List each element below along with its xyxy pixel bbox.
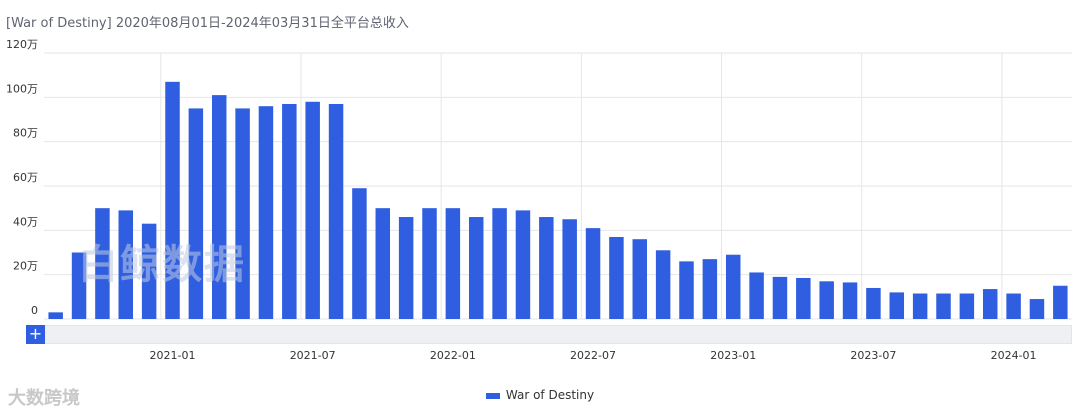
bar-2022-01 (445, 208, 461, 319)
bar-2023-06 (842, 282, 858, 319)
x-tick-label: 2023-01 (710, 349, 756, 362)
x-tick-label: 2022-07 (570, 349, 616, 362)
bar-2023-05 (819, 281, 834, 319)
bar-2022-05 (539, 217, 554, 319)
watermark: 白鲸数据 (78, 242, 246, 288)
bar-2021-05 (258, 106, 274, 319)
bar-2023-03 (772, 276, 788, 319)
y-tick-label: 0 (31, 304, 38, 317)
brand-logo: 大数跨境 (8, 388, 80, 409)
bar-2023-04 (796, 277, 811, 319)
bar-2021-02 (188, 108, 204, 319)
bar-2023-07 (866, 287, 881, 319)
bar-2023-12 (982, 289, 998, 319)
x-tick-label: 2021-01 (150, 349, 196, 362)
y-tick-label: 120万 (6, 38, 38, 51)
y-tick-label: 100万 (6, 82, 38, 95)
bar-2024-02 (1029, 299, 1045, 319)
bar-2023-09 (912, 293, 928, 319)
bar-2022-10 (655, 250, 671, 319)
x-tick-label: 2022-01 (430, 349, 476, 362)
bar-2023-01 (725, 254, 741, 319)
bar-2021-07 (305, 101, 320, 320)
chart-title: [War of Destiny] 2020年08月01日-2024年03月31日… (6, 16, 409, 31)
bar-2021-08 (328, 103, 344, 319)
y-tick-label: 40万 (13, 215, 38, 228)
bar-2021-01 (165, 81, 180, 319)
bar-2021-10 (375, 208, 391, 319)
bar-2021-12 (422, 208, 437, 319)
bar-2021-04 (235, 108, 250, 319)
y-tick-label: 20万 (13, 260, 38, 273)
bar-2022-06 (562, 219, 577, 319)
bar-2021-03 (211, 95, 227, 320)
bar-2022-02 (468, 217, 484, 319)
bar-2022-09 (632, 239, 648, 319)
bar-2021-11 (398, 217, 414, 319)
legend-swatch (485, 392, 500, 399)
bar-2021-06 (282, 103, 297, 319)
bar-chart: 0 20万 40万 60万 80万 100万 120万 2021-01 2021-07 2022-… (6, 38, 1072, 362)
y-tick-label: 80万 (13, 127, 38, 140)
bar-2024-01 (1006, 293, 1021, 319)
bar-2020-10 (95, 208, 110, 319)
bar-2024-03 (1053, 285, 1068, 319)
y-tick-label: 60万 (13, 171, 38, 184)
bar-2022-08 (609, 236, 624, 319)
zoom-slider-track[interactable] (26, 325, 1072, 344)
bar-2022-03 (492, 208, 507, 319)
bar-2020-11 (118, 210, 134, 319)
bar-2023-08 (889, 292, 905, 319)
bar-2023-10 (936, 293, 951, 319)
bar-2022-04 (515, 210, 531, 319)
x-tick-label: 2024-01 (991, 349, 1037, 362)
x-tick-label: 2021-07 (290, 349, 336, 362)
bar-2020-09 (71, 252, 87, 319)
bar-2022-11 (679, 261, 694, 319)
bar-2023-02 (749, 272, 764, 319)
bar-2020-08 (48, 312, 63, 319)
bar-2023-11 (959, 293, 975, 319)
legend[interactable]: War of Destiny (0, 388, 1080, 402)
bar-2022-07 (585, 228, 601, 319)
bar-2021-09 (352, 188, 367, 319)
bar-2020-12 (141, 223, 157, 319)
x-tick-label: 2023-07 (850, 349, 896, 362)
bar-2022-12 (702, 259, 718, 319)
zoom-expand-button[interactable]: + (26, 325, 45, 344)
legend-label: War of Destiny (505, 388, 595, 402)
